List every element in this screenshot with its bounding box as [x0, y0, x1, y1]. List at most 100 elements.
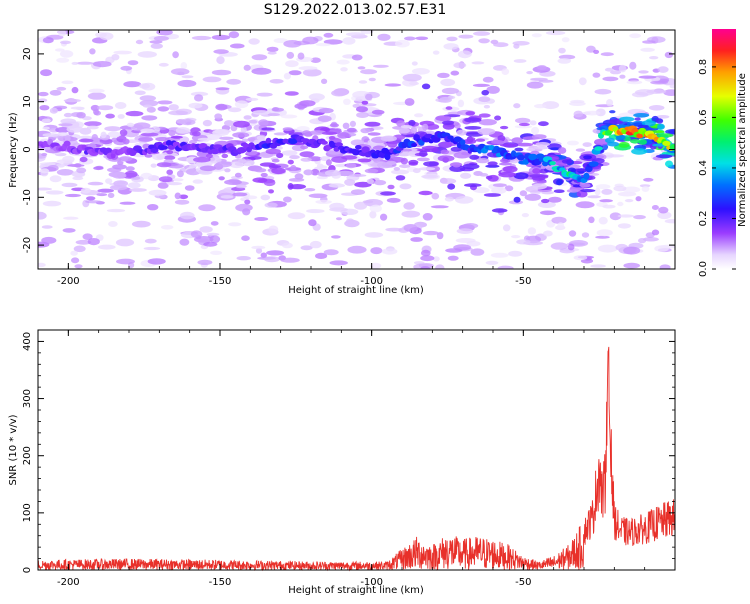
heatmap-cell	[172, 51, 179, 59]
heatmap-cell	[210, 148, 220, 155]
heatmap-cell	[317, 115, 332, 122]
heatmap-cell	[346, 127, 357, 133]
heatmap-cell	[462, 223, 479, 229]
heatmap-cell	[470, 248, 485, 256]
heatmap-cell	[142, 104, 153, 108]
heatmap-cell	[385, 227, 403, 232]
heatmap-cell	[483, 193, 501, 197]
heatmap-cell	[129, 188, 147, 192]
heatmap-cell	[395, 175, 406, 181]
heatmap-cell	[268, 225, 279, 234]
heatmap-cell	[597, 244, 618, 253]
x-tick-label: -150	[209, 577, 232, 588]
heatmap-cell	[464, 117, 482, 123]
heatmap-cell	[638, 238, 647, 244]
heatmap-cell	[42, 200, 62, 207]
heatmap-cell	[613, 185, 627, 192]
heatmap-cell	[168, 104, 179, 111]
heatmap-cell	[504, 185, 514, 192]
heatmap-cell	[637, 124, 649, 128]
spectrogram-y-axis-label: Frequency (Hz)	[8, 112, 19, 188]
heatmap-cell	[485, 164, 500, 168]
heatmap-cell	[309, 240, 322, 249]
heatmap-cell	[307, 209, 319, 213]
heatmap-cell	[535, 142, 550, 147]
heatmap-cell	[521, 213, 530, 218]
heatmap-cell	[381, 248, 398, 255]
heatmap-cell	[420, 266, 430, 269]
heatmap-cell	[449, 165, 466, 173]
heatmap-cell	[236, 256, 251, 261]
heatmap-cell	[209, 235, 221, 244]
heatmap-cell	[595, 235, 610, 239]
heatmap-cell	[301, 130, 312, 136]
heatmap-cell	[190, 91, 209, 97]
heatmap-cell	[464, 183, 482, 188]
heatmap-cell	[267, 51, 277, 55]
heatmap-cell	[588, 161, 599, 167]
heatmap-cell	[75, 239, 92, 245]
heatmap-cell	[642, 237, 659, 242]
colorbar: 0.0 0.2 0.4 0.6 0.8 Normalized spectral ampl…	[698, 29, 748, 277]
heatmap-cell	[71, 257, 80, 264]
heatmap-cell	[635, 196, 642, 202]
heatmap-cell	[147, 204, 159, 211]
heatmap-cell	[370, 247, 383, 255]
colorbar-tick-label: 0.4	[698, 160, 709, 176]
heatmap-cell	[642, 40, 656, 44]
heatmap-cell	[636, 133, 644, 139]
heatmap-cell	[502, 224, 511, 232]
heatmap-cell	[226, 78, 242, 85]
heatmap-cell	[252, 110, 270, 115]
heatmap-cell	[297, 52, 305, 60]
heatmap-cell	[54, 48, 65, 52]
heatmap-cell	[532, 183, 548, 190]
heatmap-cell	[536, 179, 547, 184]
heatmap-cell	[134, 90, 146, 96]
heatmap-cell	[180, 211, 195, 220]
heatmap-cell	[38, 187, 53, 191]
heatmap-cell	[540, 210, 556, 216]
heatmap-cell	[369, 210, 377, 219]
x-tick-label: -200	[57, 276, 80, 287]
heatmap-cell	[663, 89, 675, 96]
heatmap-cell	[643, 177, 654, 182]
heatmap-cell	[453, 136, 462, 143]
heatmap-cell	[212, 129, 230, 136]
heatmap-cell	[486, 85, 500, 94]
heatmap-cell	[56, 169, 74, 176]
heatmap-cell	[167, 144, 176, 150]
heatmap-cell	[252, 177, 268, 183]
y-tick-label: -20	[22, 237, 33, 253]
heatmap-cell	[308, 219, 317, 227]
heatmap-cell	[351, 54, 363, 61]
heatmap-cell	[197, 259, 213, 265]
heatmap-cell	[622, 186, 641, 193]
heatmap-cell	[163, 155, 176, 160]
heatmap-cell	[265, 137, 272, 144]
heatmap-cell	[87, 181, 104, 186]
heatmap-cell	[633, 113, 650, 118]
heatmap-cell	[254, 217, 269, 221]
heatmap-cell	[70, 250, 78, 256]
heatmap-cell	[60, 118, 76, 124]
heatmap-cell	[514, 125, 533, 129]
heatmap-cell	[97, 188, 114, 193]
heatmap-cell	[260, 194, 271, 201]
heatmap-cell	[271, 107, 284, 112]
heatmap-cell	[421, 249, 431, 257]
heatmap-cell	[315, 252, 328, 259]
heatmap-cell	[215, 161, 232, 168]
heatmap-cell	[556, 179, 563, 186]
heatmap-cell	[38, 211, 47, 220]
heatmap-cell	[234, 172, 242, 178]
heatmap-cell	[617, 223, 631, 229]
heatmap-cell	[214, 113, 223, 120]
heatmap-cell	[655, 154, 673, 159]
colorbar-ticks: 0.0 0.2 0.4 0.6 0.8	[698, 59, 736, 277]
heatmap-cell	[299, 151, 315, 158]
heatmap-cell	[657, 66, 669, 73]
heatmap-cell	[93, 61, 112, 68]
heatmap-cell	[184, 185, 195, 191]
heatmap-cell	[501, 68, 510, 75]
